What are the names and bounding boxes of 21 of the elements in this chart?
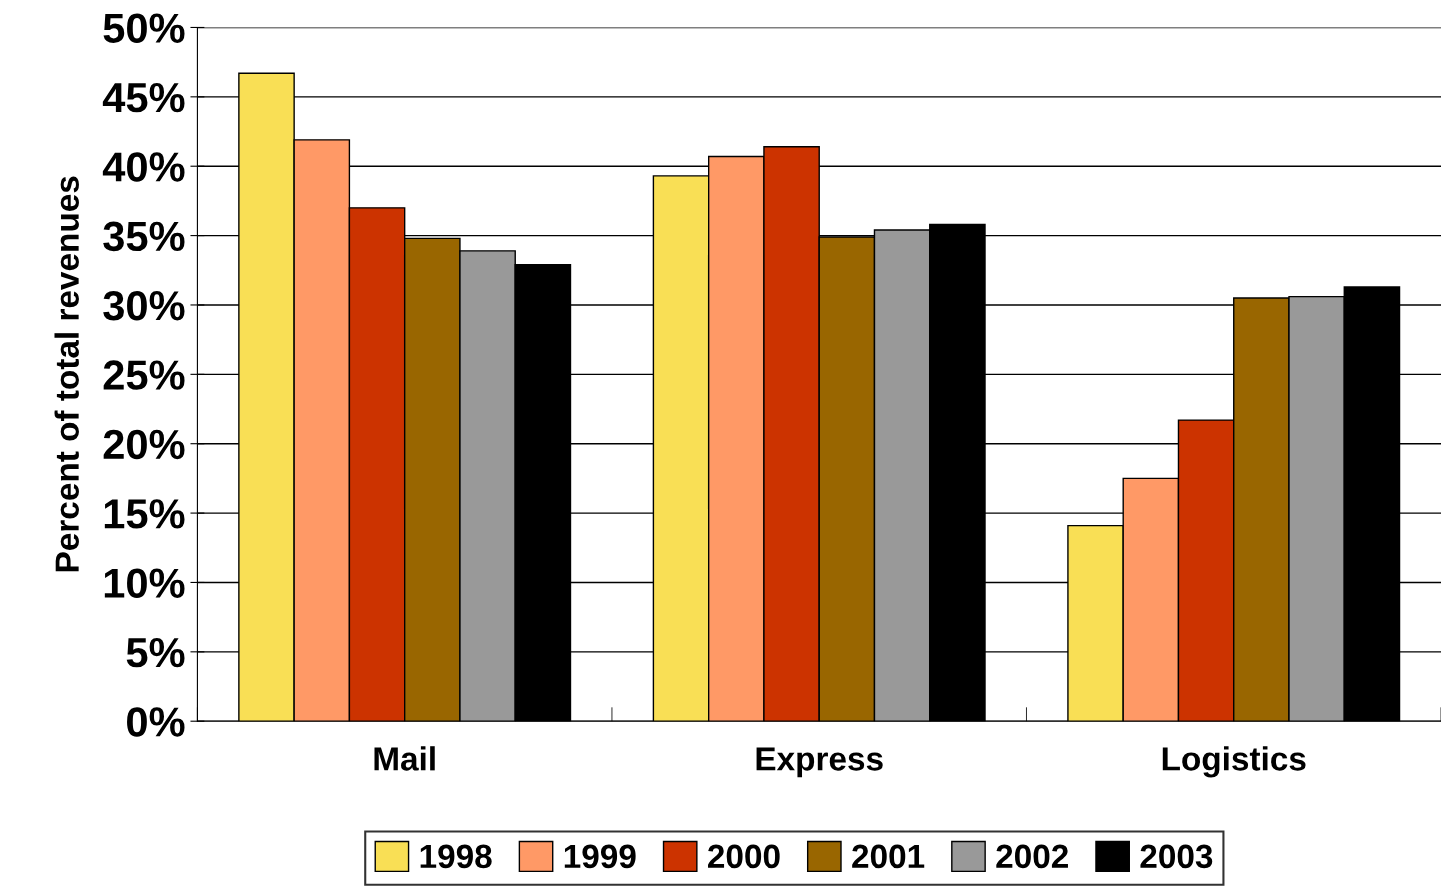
y-tick-label: 5% <box>126 637 185 668</box>
x-tick-label: Mail <box>374 746 435 771</box>
legend-label: 2002 <box>996 844 1068 869</box>
legend-label: 2000 <box>708 844 780 869</box>
x-tick-label: Logistics <box>1162 746 1306 778</box>
y-tick-label: 35% <box>103 221 185 252</box>
y-tick-label: 15% <box>104 499 185 529</box>
legend-label: 1999 <box>564 844 636 869</box>
y-tick-label: 20% <box>103 429 185 460</box>
y-tick-label: 25% <box>103 360 185 390</box>
y-tick-label: 50% <box>103 13 185 43</box>
y-tick-label: 45% <box>102 82 185 113</box>
y-axis-title: Percent of total revenues <box>54 176 79 572</box>
x-tick-label: Express <box>756 747 883 778</box>
legend-label: 2003 <box>1140 844 1213 869</box>
y-tick-label: 0% <box>127 707 185 737</box>
y-tick-label: 40% <box>102 152 185 182</box>
y-tick-label: 10% <box>104 568 185 598</box>
y-tick-label: 30% <box>103 290 185 321</box>
legend-label: 2001 <box>852 844 925 869</box>
legend-label: 1998 <box>420 844 492 869</box>
